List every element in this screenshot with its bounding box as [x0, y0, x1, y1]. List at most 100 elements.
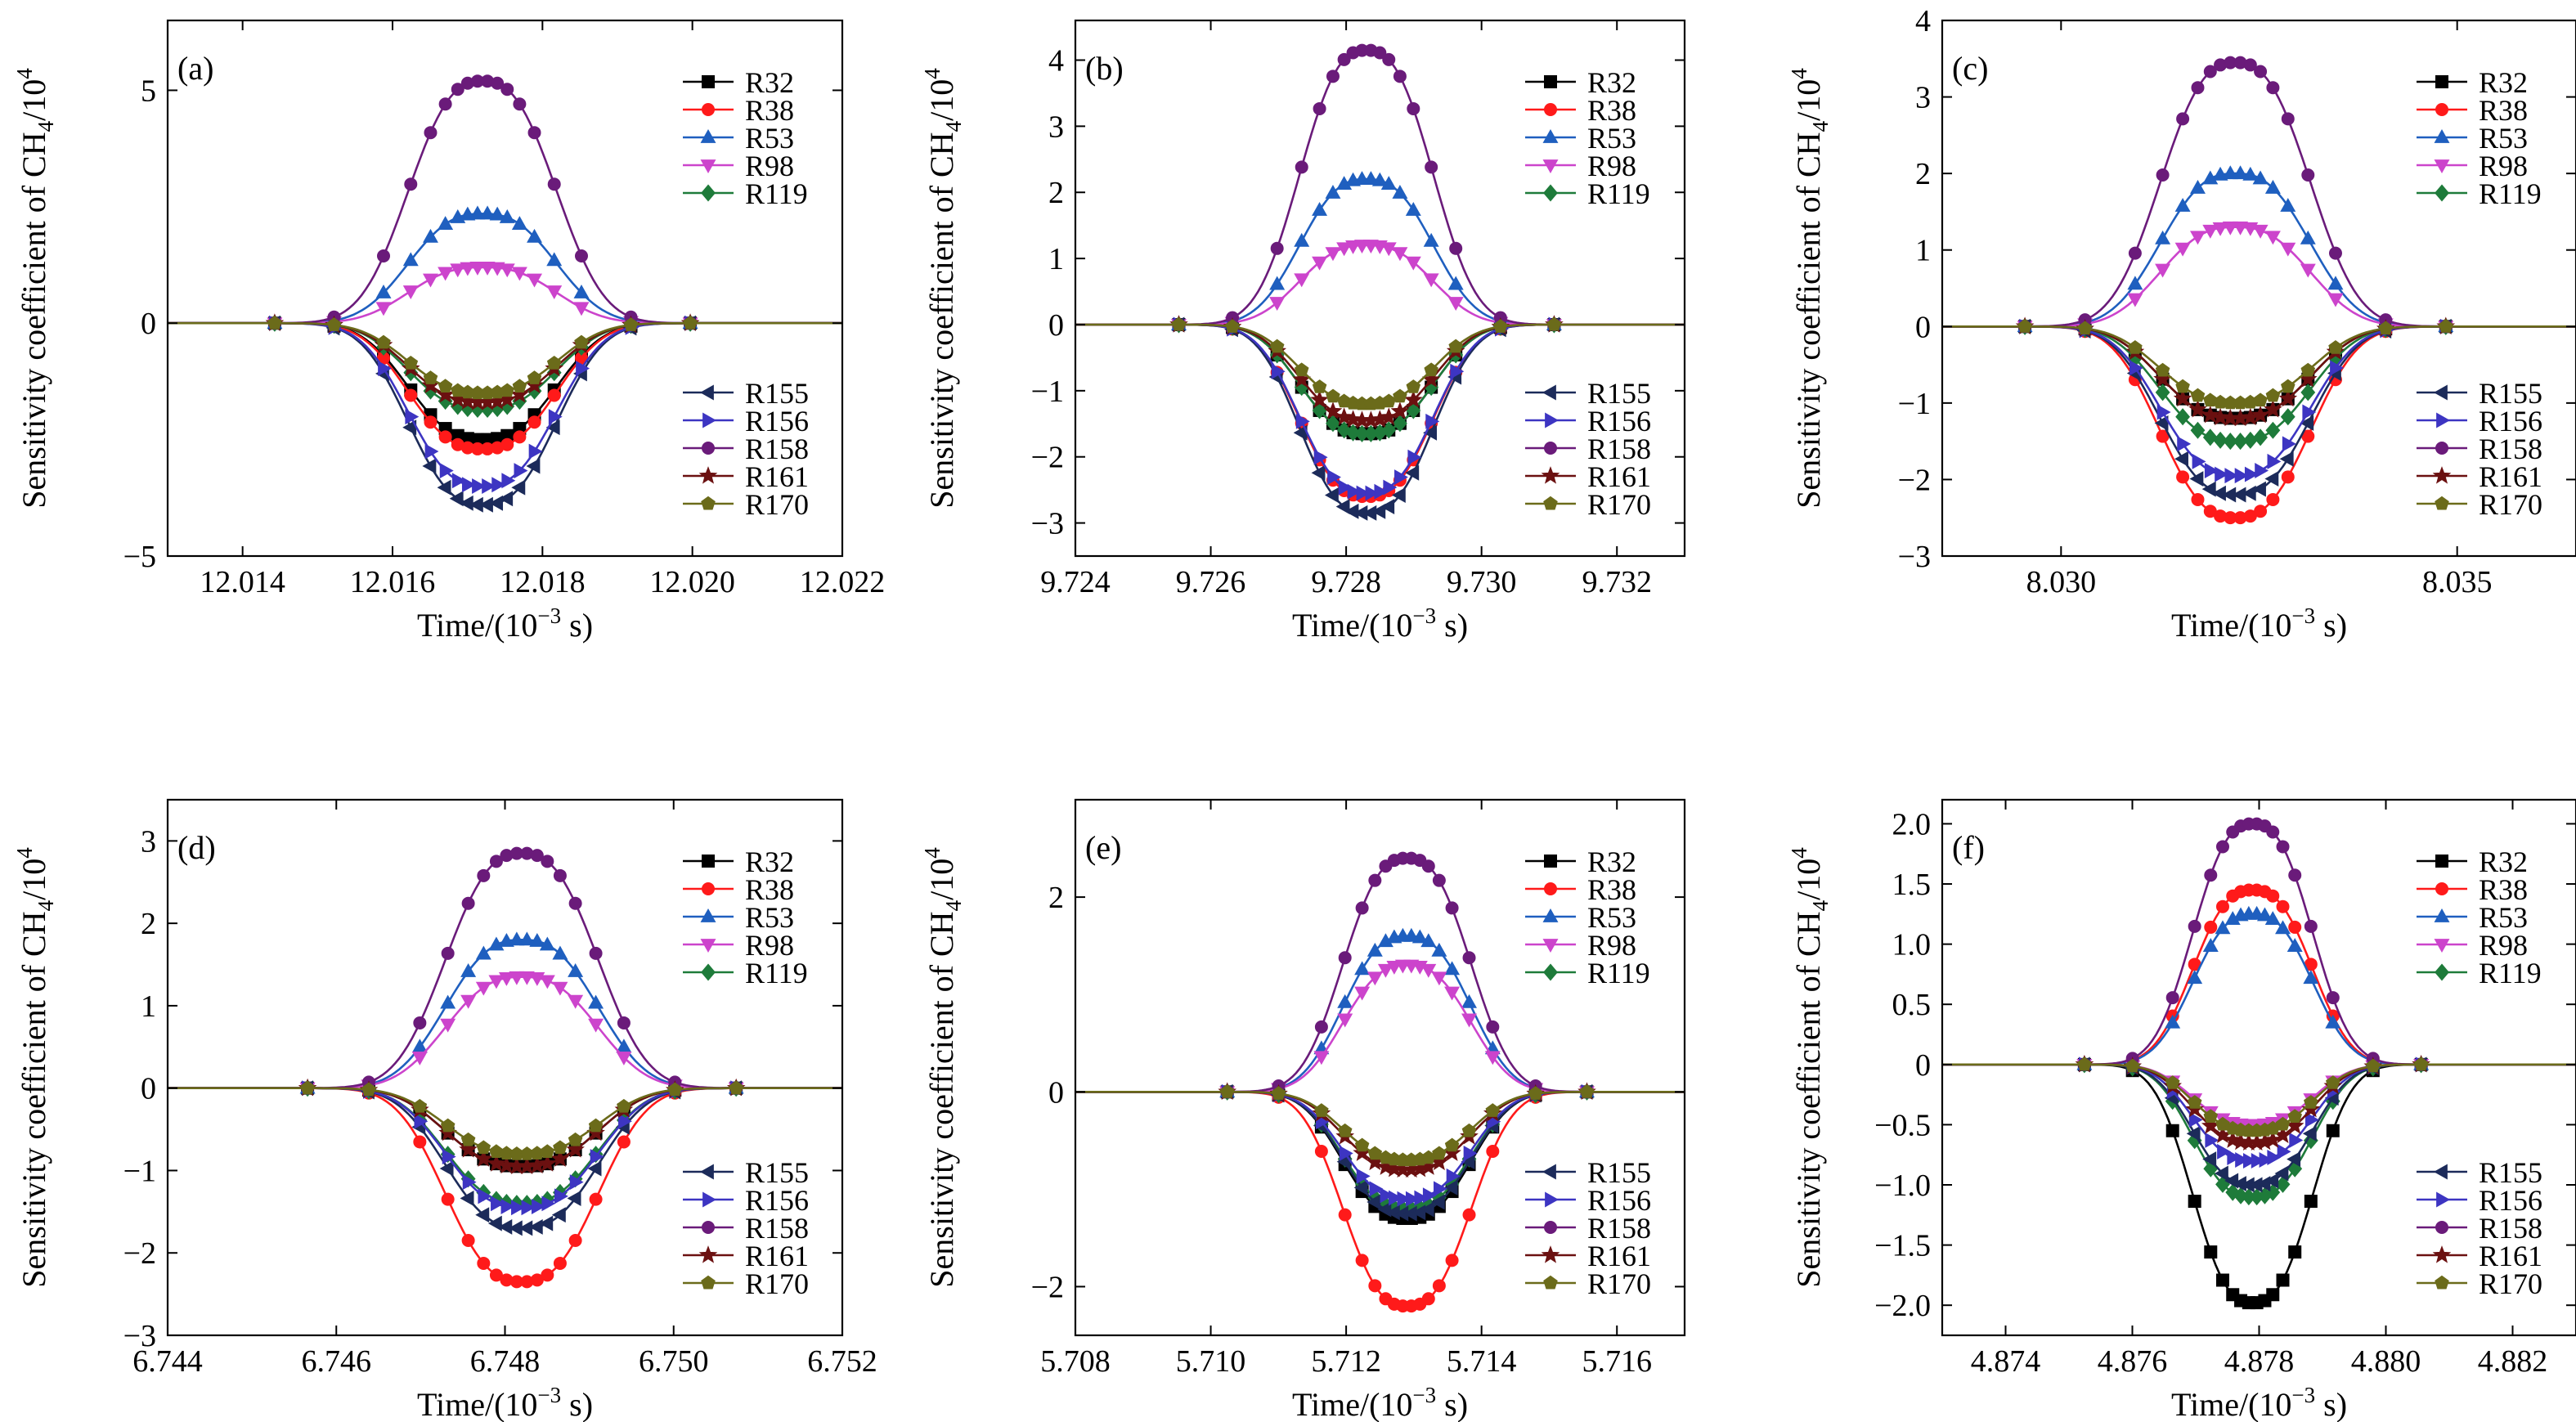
y-label-after: /10	[1790, 859, 1827, 900]
x-tick-label: 5.716	[1582, 1344, 1652, 1379]
x-tick-label: 12.016	[350, 565, 436, 599]
triangle-marker	[568, 962, 584, 977]
triangle-marker	[2174, 242, 2191, 257]
circle-marker	[441, 946, 455, 960]
x-tick-label: 9.728	[1311, 565, 1381, 599]
legend-label: R32	[2479, 846, 2528, 878]
pentagon-marker	[1393, 388, 1407, 403]
star-marker	[1323, 401, 1343, 419]
x-tick-label: 8.035	[2422, 565, 2493, 599]
triangle-marker	[1312, 201, 1328, 216]
x-tick-label: 5.714	[1447, 1344, 1517, 1379]
legend-label: R161	[745, 460, 809, 493]
y-label-main: Sensitivity coefficient of CH	[1790, 132, 1827, 508]
triangle-marker	[2201, 481, 2216, 497]
x-label-sup: −3	[2291, 603, 2315, 628]
x-tick-label: 9.732	[1582, 565, 1652, 599]
legend-label: R161	[2479, 1240, 2542, 1272]
pentagon-marker	[2366, 1058, 2381, 1073]
triangle-marker	[1446, 1168, 1461, 1184]
triangle-marker	[1336, 242, 1353, 257]
pentagon-marker	[2187, 1095, 2202, 1109]
pentagon-marker	[2328, 339, 2343, 354]
y-axis-label: Sensitivity coefficient of CH4/104	[12, 847, 58, 1288]
legend-label: R170	[1587, 488, 1651, 521]
y-tick-label: 4	[1915, 4, 1931, 38]
x-tick-label: 12.018	[500, 565, 586, 599]
pentagon-marker	[546, 355, 562, 370]
triangle-marker	[501, 473, 516, 489]
star-marker	[2201, 405, 2220, 424]
square-marker	[2215, 1273, 2229, 1287]
chart-panel: 5.708 5.710 5.712 5.714 5.716 −2 0 2 (e) Time/(10…	[920, 798, 1686, 1422]
y-tick-label: 0.5	[1892, 988, 1932, 1022]
triangle-marker	[2222, 221, 2238, 236]
pentagon-marker	[1354, 1137, 1370, 1152]
diamond-marker	[2242, 431, 2258, 449]
pentagon-marker	[1543, 496, 1558, 510]
triangle-marker	[1354, 986, 1371, 1001]
triangle-marker	[1313, 1051, 1330, 1065]
triangle-marker	[1405, 201, 1421, 216]
pentagon-marker	[500, 383, 515, 397]
star-marker	[2188, 400, 2207, 418]
legend-label: R156	[745, 405, 809, 437]
circle-marker	[702, 1221, 715, 1234]
circle-marker	[2281, 112, 2295, 126]
circle-marker	[1486, 1145, 1500, 1159]
x-label-main: Time/(10	[2171, 607, 2291, 644]
triangle-marker	[2289, 1132, 2304, 1148]
triangle-marker	[545, 419, 560, 436]
series-r98	[1075, 240, 1685, 333]
circle-marker	[2276, 840, 2290, 854]
triangle-marker	[1542, 159, 1559, 174]
circle-marker	[2215, 840, 2229, 854]
legend-label: R53	[1587, 122, 1636, 155]
triangle-marker	[511, 1200, 525, 1216]
triangle-marker	[2433, 1164, 2448, 1180]
triangle-marker	[2256, 907, 2273, 922]
triangle-marker	[460, 962, 477, 977]
circle-marker	[2156, 168, 2170, 182]
triangle-marker	[539, 975, 555, 989]
triangle-marker	[1294, 273, 1310, 288]
x-axis-label: Time/(10−3 s)	[1292, 1383, 1468, 1422]
circle-marker	[1449, 241, 1463, 255]
triangle-marker	[491, 477, 506, 493]
y-tick-label: 2	[1048, 881, 1064, 915]
circle-marker	[461, 1233, 475, 1247]
triangle-marker	[449, 491, 464, 507]
circle-marker	[1432, 1279, 1446, 1293]
square-marker	[2165, 1124, 2179, 1137]
legend-label: R32	[745, 846, 794, 878]
x-tick-label: 4.876	[2098, 1344, 2168, 1379]
triangle-marker	[2252, 224, 2269, 239]
y-label-after: /10	[923, 79, 960, 121]
triangle-marker	[2174, 451, 2188, 467]
triangle-marker	[1431, 971, 1447, 986]
y-label-after: /10	[16, 859, 52, 900]
triangle-marker	[472, 478, 486, 494]
x-axis-label: Time/(10−3 s)	[417, 603, 593, 644]
y-label-sub: 4	[34, 120, 58, 132]
triangle-marker	[2252, 481, 2266, 497]
star-marker	[510, 384, 529, 403]
star-marker	[1310, 390, 1329, 408]
circle-marker	[413, 1016, 427, 1029]
triangle-marker	[475, 981, 491, 996]
x-label-sup: −3	[537, 603, 561, 628]
triangle-marker	[1369, 1181, 1384, 1197]
y-tick-label: −1	[1031, 375, 1064, 409]
legend-label: R38	[745, 94, 794, 127]
pentagon-marker	[460, 1132, 476, 1146]
triangle-marker	[518, 931, 535, 946]
pentagon-marker	[2175, 379, 2190, 393]
legend-label: R53	[2479, 122, 2528, 155]
square-marker	[2326, 1124, 2340, 1137]
